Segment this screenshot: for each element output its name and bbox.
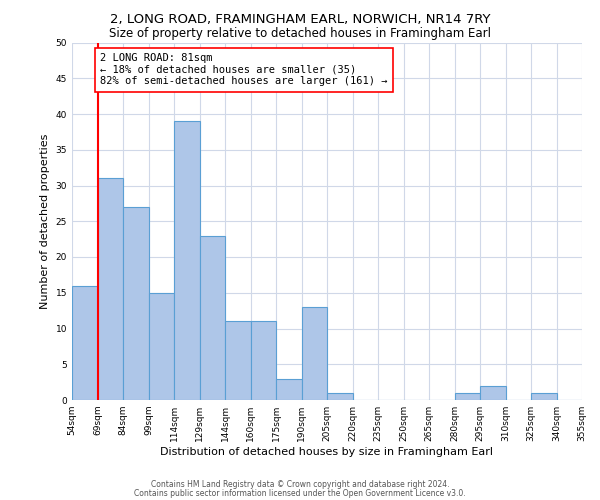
Text: Contains public sector information licensed under the Open Government Licence v3: Contains public sector information licen… [134, 488, 466, 498]
Bar [174, 121, 199, 400]
Bar [199, 236, 225, 400]
Text: 2, LONG ROAD, FRAMINGHAM EARL, NORWICH, NR14 7RY: 2, LONG ROAD, FRAMINGHAM EARL, NORWICH, … [110, 12, 490, 26]
Y-axis label: Number of detached properties: Number of detached properties [40, 134, 50, 309]
Text: Size of property relative to detached houses in Framingham Earl: Size of property relative to detached ho… [109, 28, 491, 40]
Bar [251, 322, 276, 400]
Bar [531, 393, 557, 400]
Bar [302, 307, 327, 400]
Text: Contains HM Land Registry data © Crown copyright and database right 2024.: Contains HM Land Registry data © Crown c… [151, 480, 449, 489]
Bar [327, 393, 353, 400]
Bar [72, 286, 97, 400]
Bar [225, 322, 251, 400]
Text: 2 LONG ROAD: 81sqm
← 18% of detached houses are smaller (35)
82% of semi-detache: 2 LONG ROAD: 81sqm ← 18% of detached hou… [100, 53, 388, 86]
X-axis label: Distribution of detached houses by size in Framingham Earl: Distribution of detached houses by size … [161, 447, 493, 457]
Bar [123, 207, 149, 400]
Bar [149, 293, 174, 400]
Bar [480, 386, 505, 400]
Bar [97, 178, 123, 400]
Bar [276, 378, 302, 400]
Bar [455, 393, 480, 400]
